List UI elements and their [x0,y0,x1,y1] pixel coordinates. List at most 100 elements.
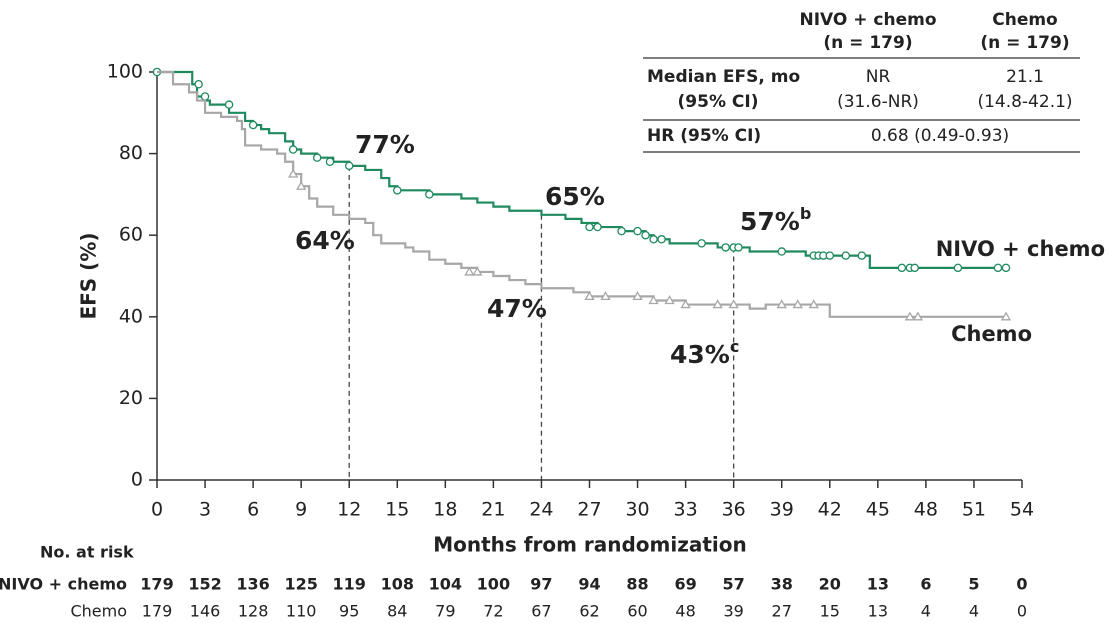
annotation-text: 64% [295,226,355,255]
censor-mark [697,239,706,248]
censor-mark [649,235,658,244]
risk-value: 125 [284,575,317,594]
table-cell: NR [866,67,891,87]
annotation-text: 57% [740,207,800,236]
censor-mark [825,251,835,260]
risk-value: 179 [140,575,173,594]
risk-value: 69 [674,575,696,594]
censor-mark [728,299,739,309]
risk-value: 179 [142,602,173,621]
censor-mark [664,295,675,305]
table-cell: 21.1 [1006,67,1044,87]
censor-mark [912,311,924,321]
censor-mark [200,92,210,101]
annotation-text: 77% [355,130,415,159]
table-header: NIVO + chemo [799,10,936,30]
risk-value: 27 [772,602,792,621]
risk-value: 128 [238,602,269,621]
x-tick-label: 15 [385,499,409,521]
x-tick-label: 39 [770,499,794,521]
annotation: 43%c [670,337,739,370]
risk-value: 57 [723,575,745,594]
censor-mark [857,251,867,260]
risk-value: 72 [483,602,503,621]
annotation: 64% [295,226,355,255]
risk-value: 39 [723,602,743,621]
censor-mark [296,180,307,190]
y-tick-label: 60 [119,224,143,246]
censor-mark [584,291,595,301]
annotation-text: 47% [487,294,547,323]
annotation-sup: b [800,204,811,223]
censor-mark [897,263,907,273]
x-tick-label: 48 [914,499,938,521]
censor-mark [904,311,915,321]
risk-value: 119 [333,575,366,594]
km-curve [157,70,1006,269]
risk-value: 110 [286,602,317,621]
table-cell: (14.8-42.1) [977,92,1072,112]
risk-value: 146 [190,602,221,621]
y-tick-label: 40 [119,305,143,327]
x-tick-label: 3 [199,499,211,521]
annotation-sup: c [730,337,739,356]
risk-value: 13 [867,575,889,594]
censor-mark [721,243,730,252]
censor-mark [325,157,335,167]
annotation-text: 43% [670,340,730,369]
table-row-label: Median EFS, mo [647,67,800,87]
x-tick-label: 21 [481,499,505,521]
x-tick-label: 24 [529,499,553,521]
risk-value: 15 [820,602,840,621]
risk-value: 48 [675,602,695,621]
risk-value: 13 [868,602,888,621]
censor-mark [680,299,691,309]
risk-title: No. at risk [40,543,134,562]
censor-mark [224,100,234,109]
risk-value: 108 [381,575,414,594]
risk-value: 0 [1016,575,1027,594]
x-tick-label: 30 [625,499,649,521]
censor-mark [312,153,322,162]
censor-mark [617,226,626,236]
censor-mark [1001,263,1011,273]
risk-value: 4 [921,602,931,621]
x-tick-label: 0 [151,499,163,521]
censor-mark [808,299,819,309]
censor-mark [841,251,851,260]
censor-mark [288,145,298,154]
x-tick-label: 42 [818,499,842,521]
y-tick-label: 0 [131,469,143,491]
censor-mark [648,295,659,305]
censor-mark [633,226,642,236]
table-header: (n = 179) [823,33,912,53]
risk-value: 67 [531,602,551,621]
censor-mark [593,222,602,232]
censor-mark [194,79,203,89]
annotation: 47% [487,294,547,323]
x-tick-label: 12 [337,499,361,521]
x-tick-label: 36 [722,499,746,521]
risk-value: 97 [530,575,552,594]
table-cell: (31.6-NR) [837,92,919,112]
series-label: Chemo [951,322,1032,346]
censor-mark [344,161,354,171]
km-curve [157,70,1006,318]
censor-mark [393,186,402,195]
y-tick-label: 80 [119,142,143,164]
table-cell: 0.68 (0.49-0.93) [871,126,1009,146]
x-tick-label: 9 [295,499,307,521]
table-header: Chemo [992,10,1058,30]
risk-value: 5 [968,575,979,594]
annotation: 65% [545,182,605,211]
y-axis-label: EFS (%) [77,232,101,319]
annotation: 57%b [740,204,811,237]
censor-mark [657,235,666,244]
risk-value: 0 [1017,602,1027,621]
censor-mark [472,266,483,276]
censor-mark [910,263,919,273]
censor-mark [248,120,258,130]
table-row-label: (95% CI) [678,92,759,112]
risk-value: 60 [627,602,647,621]
risk-value: 84 [387,602,407,621]
